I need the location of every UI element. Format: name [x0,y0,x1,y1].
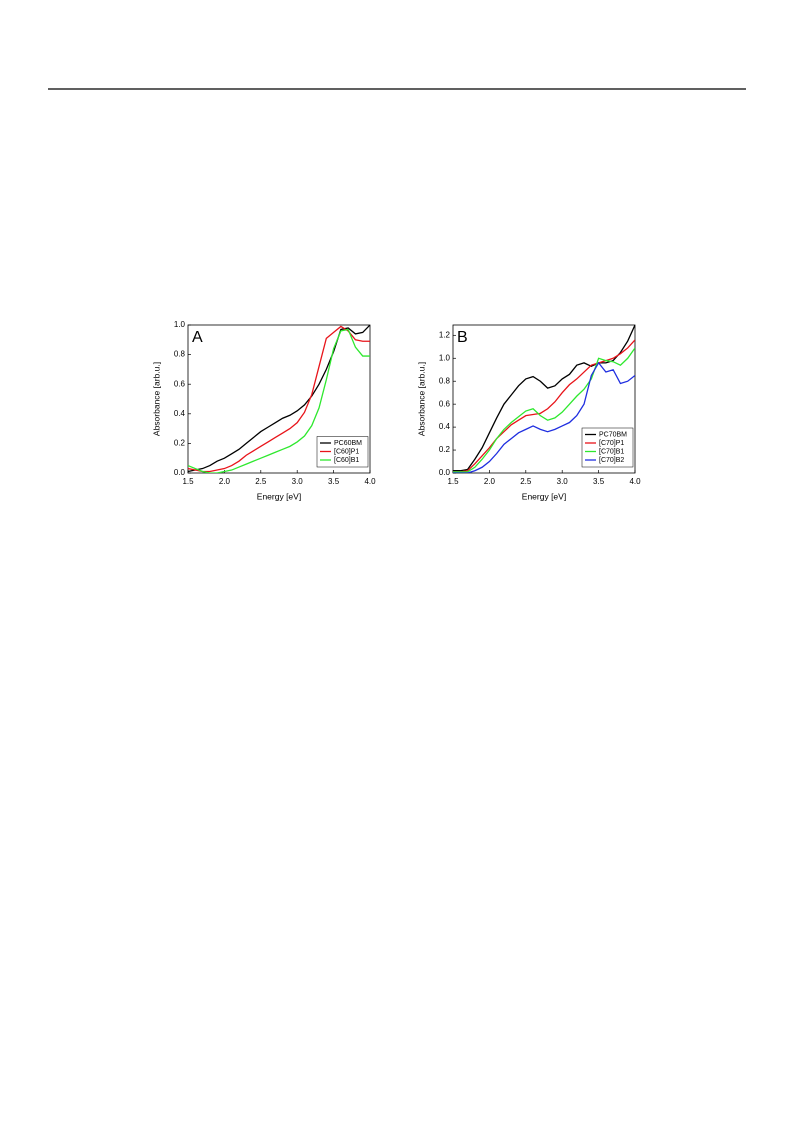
y-tick-label: 1.0 [439,353,451,362]
legend-label: [C60]P1 [334,448,359,455]
y-tick-label: 0.8 [439,376,451,385]
y-tick-label: 1.0 [174,320,186,329]
y-tick-label: 0.8 [174,350,186,359]
x-tick-label: 2.0 [219,477,231,486]
legend-label: PC70BM [599,431,627,438]
y-tick-label: 0.6 [174,379,186,388]
plot-frame [187,324,371,474]
y-axis-label: Absorbance [arb.u.] [416,362,426,436]
panel-label: A [192,329,203,346]
legend-label: PC60BM [334,440,362,447]
x-axis-label: Energy [eV] [522,491,566,501]
x-tick-label: 1.5 [447,477,459,486]
x-tick-label: 4.0 [364,477,376,486]
plot-area [453,325,635,473]
panel-label: B [457,329,468,346]
y-tick-label: 0.2 [174,439,186,448]
y-axis-label: Absorbance [arb.u.] [151,362,161,436]
x-axis-label: Energy [eV] [257,491,301,501]
x-tick-label: 4.0 [629,477,641,486]
legend-label: [C70]B2 [599,457,624,464]
chart: 1.5 2.0 2.5 3.0 3.5 4.0 0.0 0.2 0.4 0.6 0.8 1.0 Ener… [151,320,376,501]
series-line [188,328,370,473]
y-tick-label: 0.2 [439,445,451,454]
legend-label: [C70]B1 [599,448,624,455]
series-line [453,347,635,473]
x-tick-label: 2.0 [484,477,496,486]
x-tick-label: 2.5 [255,477,267,486]
x-tick-label: 2.5 [520,477,532,486]
legend-label: [C70]P1 [599,440,624,447]
chart: 1.5 2.0 2.5 3.0 3.5 4.0 0.0 0.2 0.4 0.6 0.8 1.0 1.2 E… [416,324,641,501]
series-line [453,325,635,472]
legend-label: [C60]B1 [334,457,359,464]
y-tick-label: 0.0 [439,468,451,477]
series-line [453,361,635,473]
y-tick-label: 0.6 [439,399,451,408]
plot-area [188,325,370,473]
y-tick-label: 0.0 [174,468,186,477]
x-tick-label: 3.0 [292,477,304,486]
x-tick-label: 3.5 [328,477,340,486]
plot-frame [452,324,636,474]
y-tick-label: 0.4 [439,422,451,431]
series-line [188,325,370,473]
series-line [453,339,635,473]
y-tick-label: 0.4 [174,409,186,418]
x-tick-label: 1.5 [182,477,194,486]
x-tick-label: 3.5 [593,477,605,486]
x-tick-label: 3.0 [557,477,569,486]
y-tick-label: 1.2 [439,330,451,339]
